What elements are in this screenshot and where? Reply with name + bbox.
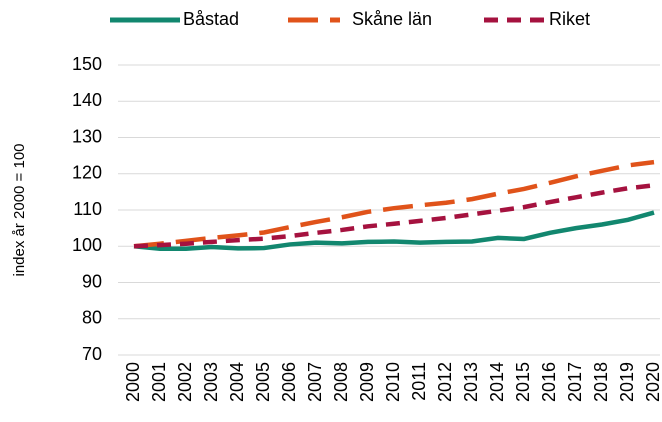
y-tick-label: 140: [72, 90, 102, 110]
x-tick-label: 2001: [149, 362, 169, 402]
y-tick-label: 130: [72, 126, 102, 146]
x-tick-label: 2019: [617, 362, 637, 402]
y-tick-label: 90: [82, 271, 102, 291]
x-tick-label: 2008: [331, 362, 351, 402]
x-tick-label: 2007: [305, 362, 325, 402]
x-tick-label: 2006: [279, 362, 299, 402]
x-tick-label: 2011: [409, 362, 429, 401]
x-tick-label: 2013: [461, 362, 481, 402]
legend-label: Riket: [549, 9, 590, 29]
x-tick-label: 2014: [487, 362, 507, 402]
series-line: [133, 159, 655, 249]
y-tick-label: 70: [82, 344, 102, 364]
series-line: [133, 210, 655, 252]
x-tick-label: 2017: [565, 362, 585, 402]
x-tick-label: 2003: [201, 362, 221, 402]
x-tick-label: 2016: [539, 362, 559, 402]
x-tick-label: 2018: [591, 362, 611, 402]
y-tick-label: 80: [82, 308, 102, 328]
y-tick-label: 100: [72, 235, 102, 255]
y-axis-label: index år 2000 = 100: [11, 143, 28, 276]
x-tick-label: 2005: [253, 362, 273, 402]
y-tick-label: 150: [72, 54, 102, 74]
legend-label: Båstad: [183, 9, 239, 29]
x-tick-label: 2012: [435, 362, 455, 402]
series-line: [133, 183, 655, 249]
x-tick-label: 2010: [383, 362, 403, 402]
x-tick-label: 2020: [643, 362, 662, 402]
legend-label: Skåne län: [352, 9, 432, 29]
y-tick-label: 120: [72, 163, 102, 183]
y-tick-label: 110: [73, 199, 102, 219]
x-tick-label: 2000: [123, 362, 143, 402]
x-tick-label: 2015: [513, 362, 533, 402]
x-tick-label: 2009: [357, 362, 377, 402]
x-tick-label: 2002: [175, 362, 195, 402]
x-tick-label: 2004: [227, 362, 247, 402]
